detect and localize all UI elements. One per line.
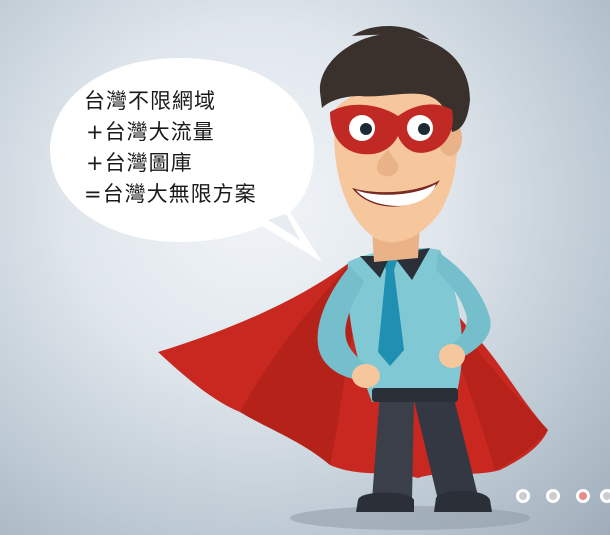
bubble-line: +台灣圖庫 [86,151,193,175]
right-hand [439,344,465,368]
belt [372,388,458,402]
right-arm [436,252,491,360]
bubble-line: 台灣不限網域 [84,89,216,113]
carousel-dot[interactable] [576,489,590,503]
tie [378,258,404,366]
carousel-dot[interactable] [600,489,610,503]
speech-bubble [50,58,322,262]
collar [360,256,390,278]
right-pupil [418,123,430,135]
hair-tuft [352,25,430,40]
carousel-dot[interactable] [516,489,530,503]
carousel-dot[interactable] [546,489,560,503]
bubble-tail-inner [268,214,300,240]
nose [376,150,399,177]
bubble-line: =台灣大無限方案 [84,182,257,206]
shirt [347,248,463,402]
left-shoe [356,492,414,512]
teeth [356,184,436,206]
left-arm [317,266,372,380]
speech-bubble-text: 台灣不限網域 +台灣大流量 +台灣圖庫 =台灣大無限方案 [84,86,257,210]
bubble-line: +台灣大流量 [86,120,215,144]
left-pupil [360,123,372,135]
right-shoe [434,490,492,512]
hair [319,33,470,132]
left-leg [372,392,414,500]
left-hand [352,364,380,388]
right-leg [414,390,478,500]
